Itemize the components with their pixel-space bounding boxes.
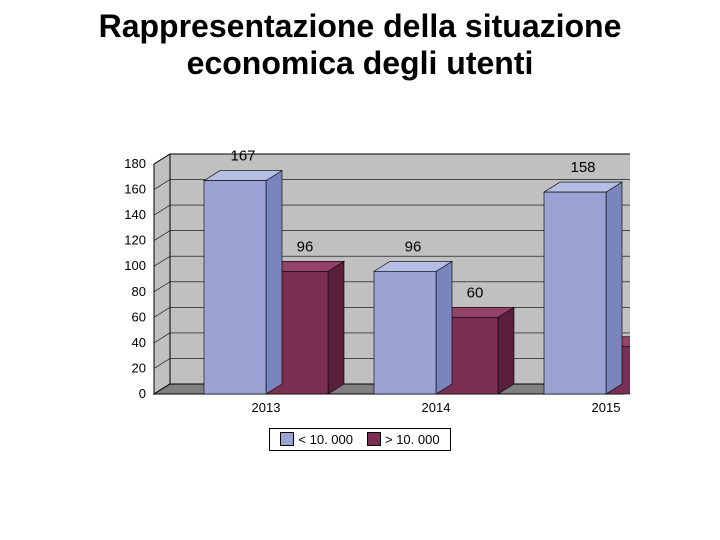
legend-label: > 10. 000 <box>385 432 440 447</box>
legend-label: < 10. 000 <box>298 432 353 447</box>
legend-item: < 10. 000 <box>280 432 353 447</box>
svg-text:2013: 2013 <box>252 400 281 415</box>
legend: < 10. 000 > 10. 000 <box>269 428 450 451</box>
svg-text:180: 180 <box>124 156 146 171</box>
legend-item: > 10. 000 <box>367 432 440 447</box>
svg-text:0: 0 <box>139 386 146 401</box>
chart-svg: 0 20 40 60 80 100 120 140 160 180 2013 167 96 2014 96 6… <box>90 92 630 422</box>
svg-text:167: 167 <box>230 147 255 164</box>
svg-text:80: 80 <box>132 283 146 298</box>
svg-text:2015: 2015 <box>592 400 621 415</box>
svg-text:40: 40 <box>132 334 146 349</box>
svg-text:160: 160 <box>124 181 146 196</box>
svg-text:60: 60 <box>132 309 146 324</box>
svg-text:2014: 2014 <box>422 400 451 415</box>
svg-text:20: 20 <box>132 360 146 375</box>
legend-swatch-icon <box>367 432 381 446</box>
svg-text:100: 100 <box>124 258 146 273</box>
svg-text:96: 96 <box>405 238 422 255</box>
chart-title: Rappresentazione della situazione econom… <box>0 0 720 86</box>
svg-text:96: 96 <box>297 238 314 255</box>
legend-swatch-icon <box>280 432 294 446</box>
svg-text:60: 60 <box>467 284 484 301</box>
bar-chart-3d: 0 20 40 60 80 100 120 140 160 180 2013 167 96 2014 96 6… <box>90 92 630 422</box>
svg-text:120: 120 <box>124 232 146 247</box>
svg-text:140: 140 <box>124 207 146 222</box>
svg-text:158: 158 <box>570 159 595 176</box>
